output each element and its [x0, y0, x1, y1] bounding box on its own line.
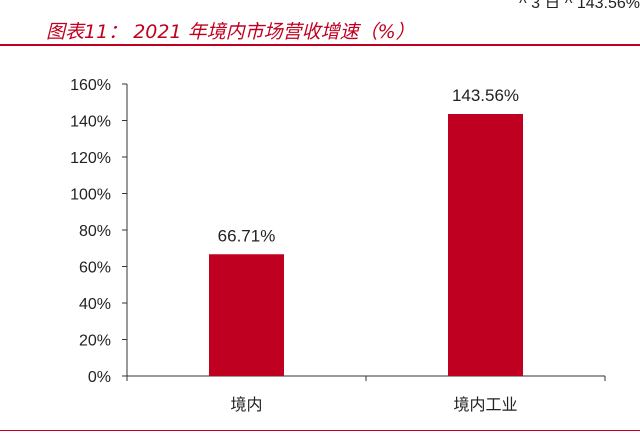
data-label: 66.71% — [218, 226, 276, 245]
y-tick-label: 160% — [70, 77, 111, 94]
data-label: 143.56% — [452, 86, 519, 105]
chart-title: 图表11： 2021 年境内市场营收增速（%） — [46, 21, 415, 43]
y-tick-label: 40% — [79, 296, 111, 313]
y-tick-label: 120% — [70, 150, 111, 167]
bar — [209, 254, 284, 376]
bar — [448, 114, 523, 377]
y-tick-label: 140% — [70, 114, 111, 131]
x-category-label: 境内 — [230, 395, 262, 414]
y-tick-label: 80% — [79, 223, 111, 240]
y-tick-label: 20% — [79, 333, 111, 350]
clipped-header-text: ^ 3 日 ^ 143.56% — [0, 0, 640, 8]
y-tick-label: 0% — [88, 369, 111, 386]
bottom-divider — [0, 430, 640, 431]
y-tick-label: 60% — [79, 260, 111, 277]
x-category-label: 境内工业 — [453, 395, 517, 414]
clipped-header-text-label: ^ 3 日 ^ 143.56% — [519, 0, 640, 8]
chart-title-bar: 图表11： 2021 年境内市场营收增速（%） — [0, 8, 640, 46]
y-tick-label: 100% — [70, 187, 111, 204]
